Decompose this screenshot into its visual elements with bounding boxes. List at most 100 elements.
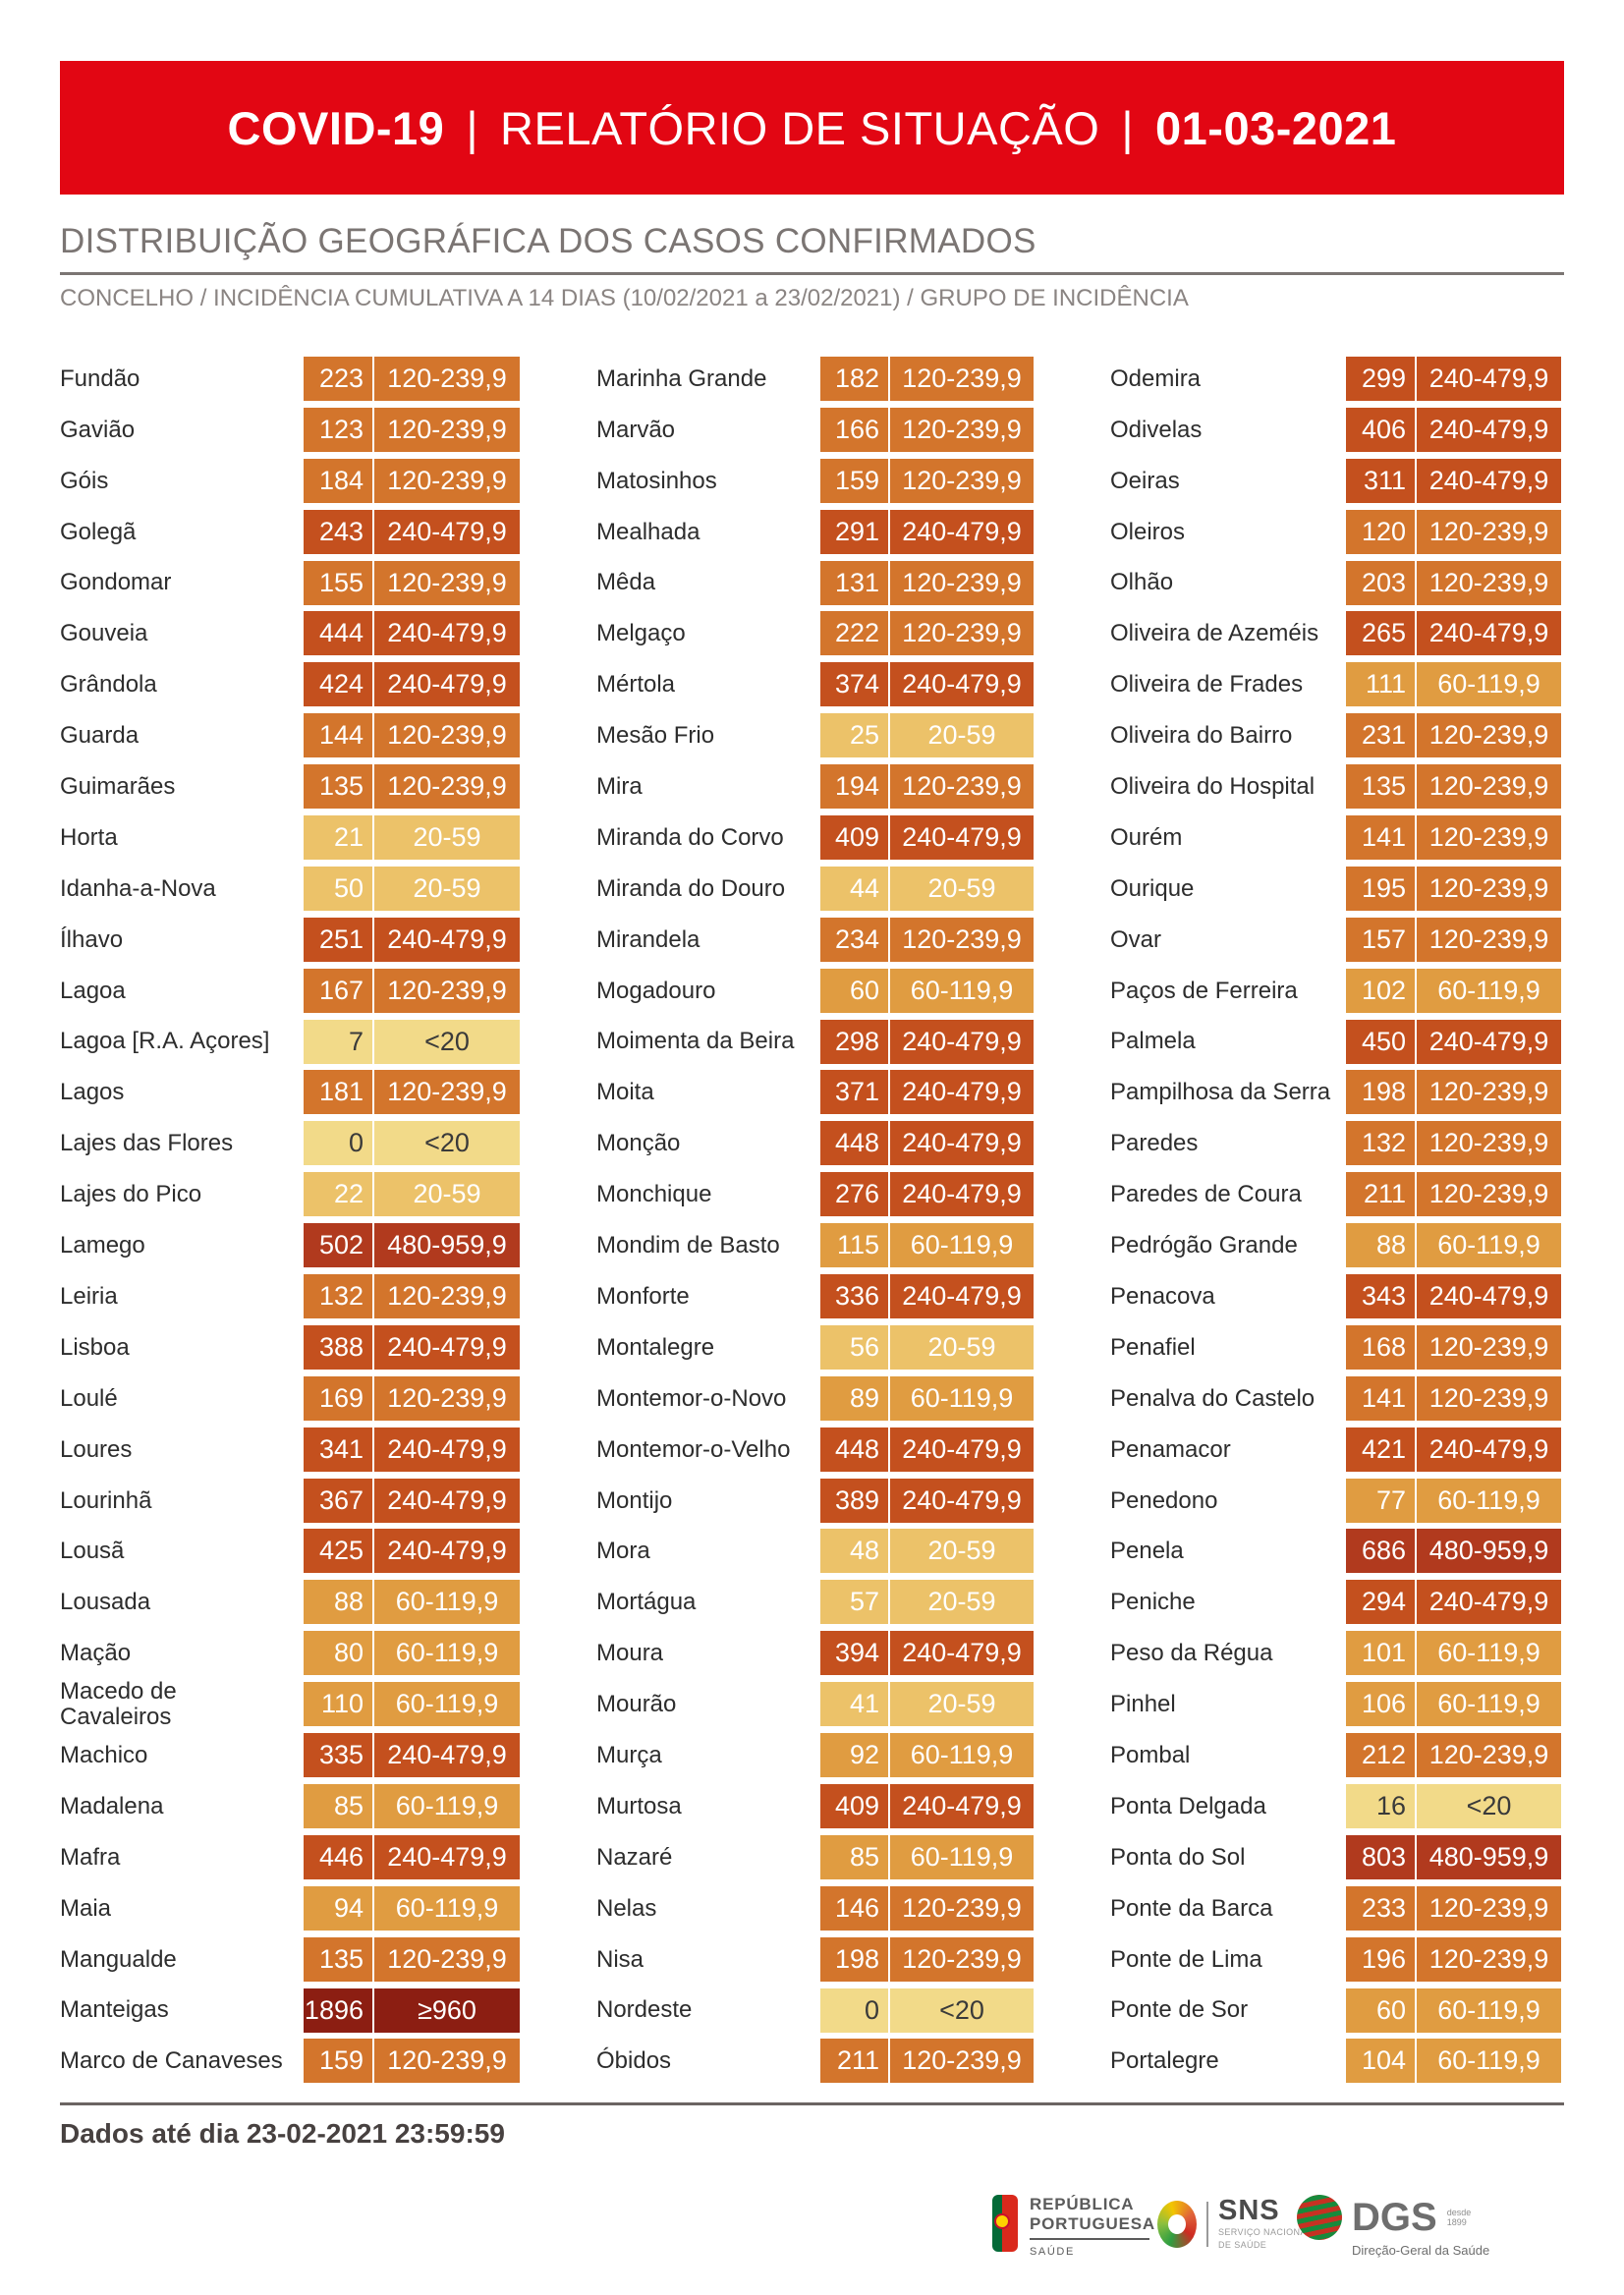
incidence-group: 240-479,9: [890, 1783, 1034, 1828]
municipality-name: Pampilhosa da Serra: [1110, 1079, 1331, 1106]
municipality-name: Miranda do Douro: [596, 874, 786, 902]
incidence-value: 181: [304, 1070, 372, 1115]
table-row: Loures 341 240-479,9: [60, 1427, 520, 1472]
table-row: Mora 48 20-59: [596, 1529, 1034, 1574]
incidence-value: 101: [1346, 1631, 1415, 1676]
incidence-group: 120-239,9: [1417, 1070, 1561, 1115]
incidence-value: 60: [1346, 1987, 1415, 2033]
incidence-value: 159: [304, 2039, 372, 2084]
municipality-name: Marinha Grande: [596, 364, 767, 392]
sns-text-block: SNS SERVIÇO NACIONAL DE SAÚDE: [1218, 2197, 1312, 2251]
incidence-value: 335: [304, 1733, 372, 1778]
table-row: Paços de Ferreira 102 60-119,9: [1110, 968, 1561, 1013]
incidence-group: 120-239,9: [1417, 1936, 1561, 1982]
incidence-group: 60-119,9: [374, 1682, 520, 1727]
banner-date: 01-03-2021: [1155, 101, 1397, 154]
municipality-name: Peniche: [1110, 1589, 1196, 1616]
municipality-name: Montalegre: [596, 1333, 715, 1361]
table-row: Miranda do Corvo 409 240-479,9: [596, 815, 1034, 861]
incidence-group: 120-239,9: [1417, 1733, 1561, 1778]
incidence-value: 211: [820, 2039, 888, 2084]
municipality-name: Mangualde: [60, 1945, 177, 1973]
incidence-value: 0: [304, 1121, 372, 1166]
table-row: Mangualde 135 120-239,9: [60, 1936, 520, 1982]
incidence-group: 120-239,9: [374, 713, 520, 758]
incidence-group: 60-119,9: [1417, 1987, 1561, 2033]
table-row: Nordeste 0 <20: [596, 1987, 1034, 2033]
incidence-group: 240-479,9: [890, 1631, 1034, 1676]
municipality-name: Lagos: [60, 1079, 125, 1106]
incidence-value: 94: [304, 1885, 372, 1931]
incidence-group: 60-119,9: [890, 1223, 1034, 1268]
incidence-value: 50: [304, 866, 372, 911]
table-row: Oeiras 311 240-479,9: [1110, 458, 1561, 503]
incidence-value: 198: [820, 1936, 888, 1982]
sns-sub-line2: DE SAÚDE: [1218, 2240, 1267, 2250]
incidence-value: 0: [820, 1987, 888, 2033]
table-row: Mértola 374 240-479,9: [596, 662, 1034, 707]
incidence-value: 198: [1346, 1070, 1415, 1115]
table-row: Peso da Régua 101 60-119,9: [1110, 1631, 1561, 1676]
municipality-name: Marco de Canaveses: [60, 2047, 283, 2075]
incidence-group: 480-959,9: [1417, 1529, 1561, 1574]
incidence-value: 85: [820, 1834, 888, 1879]
republica-line2: PORTUGUESA: [1030, 2214, 1155, 2233]
incidence-value: 48: [820, 1529, 888, 1574]
municipality-name: Mourão: [596, 1691, 677, 1718]
incidence-value: 406: [1346, 407, 1415, 452]
municipality-name: Moura: [596, 1640, 664, 1667]
incidence-value: 88: [1346, 1223, 1415, 1268]
incidence-group: 120-239,9: [374, 1274, 520, 1319]
table-row: Gondomar 155 120-239,9: [60, 560, 520, 605]
republica-saude-label: SAÚDE: [1030, 2246, 1075, 2258]
incidence-group: 240-479,9: [890, 1070, 1034, 1115]
table-row: Murça 92 60-119,9: [596, 1733, 1034, 1778]
incidence-group: 240-479,9: [890, 1019, 1034, 1064]
table-row: Oliveira do Hospital 135 120-239,9: [1110, 764, 1561, 810]
table-row: Montijo 389 240-479,9: [596, 1478, 1034, 1523]
dgs-since-line2: 1899: [1446, 2217, 1467, 2227]
incidence-group: 240-479,9: [374, 611, 520, 656]
municipality-name: Lagoa [R.A. Açores]: [60, 1028, 270, 1055]
incidence-value: 168: [1346, 1324, 1415, 1370]
table-row: Montemor-o-Novo 89 60-119,9: [596, 1375, 1034, 1421]
incidence-group: 120-239,9: [374, 407, 520, 452]
incidence-group: 60-119,9: [374, 1580, 520, 1625]
incidence-group: <20: [1417, 1783, 1561, 1828]
table-row: Oliveira do Bairro 231 120-239,9: [1110, 713, 1561, 758]
incidence-group: 20-59: [374, 815, 520, 861]
incidence-value: 88: [304, 1580, 372, 1625]
incidence-group: 240-479,9: [1417, 1274, 1561, 1319]
incidence-value: 374: [820, 662, 888, 707]
incidence-group: 120-239,9: [1417, 1121, 1561, 1166]
municipality-name: Idanha-a-Nova: [60, 874, 216, 902]
incidence-group: 120-239,9: [1417, 713, 1561, 758]
municipality-name: Penedono: [1110, 1486, 1218, 1514]
table-row: Pinhel 106 60-119,9: [1110, 1682, 1561, 1727]
incidence-group: 60-119,9: [1417, 1631, 1561, 1676]
incidence-value: 212: [1346, 1733, 1415, 1778]
incidence-group: 120-239,9: [890, 1885, 1034, 1931]
incidence-value: 196: [1346, 1936, 1415, 1982]
republica-line1: REPÚBLICA: [1030, 2195, 1135, 2213]
municipality-name: Ponta do Sol: [1110, 1843, 1246, 1871]
incidence-value: 22: [304, 1172, 372, 1217]
table-row: Madalena 85 60-119,9: [60, 1783, 520, 1828]
table-row: Melgaço 222 120-239,9: [596, 611, 1034, 656]
incidence-group: 240-479,9: [890, 662, 1034, 707]
municipality-name: Penafiel: [1110, 1333, 1196, 1361]
table-row: Marco de Canaveses 159 120-239,9: [60, 2039, 520, 2084]
table-row: Ílhavo 251 240-479,9: [60, 917, 520, 962]
incidence-value: 135: [1346, 764, 1415, 810]
municipality-name: Guimarães: [60, 773, 176, 801]
table-row: Maia 94 60-119,9: [60, 1885, 520, 1931]
municipality-name: Nazaré: [596, 1843, 673, 1871]
incidence-value: 80: [304, 1631, 372, 1676]
table-row: Moimenta da Beira 298 240-479,9: [596, 1019, 1034, 1064]
incidence-group: 120-239,9: [1417, 560, 1561, 605]
incidence-group: 240-479,9: [890, 1172, 1034, 1217]
incidence-value: 169: [304, 1375, 372, 1421]
municipality-name: Mira: [596, 773, 643, 801]
incidence-value: 341: [304, 1427, 372, 1472]
incidence-group: 120-239,9: [890, 2039, 1034, 2084]
